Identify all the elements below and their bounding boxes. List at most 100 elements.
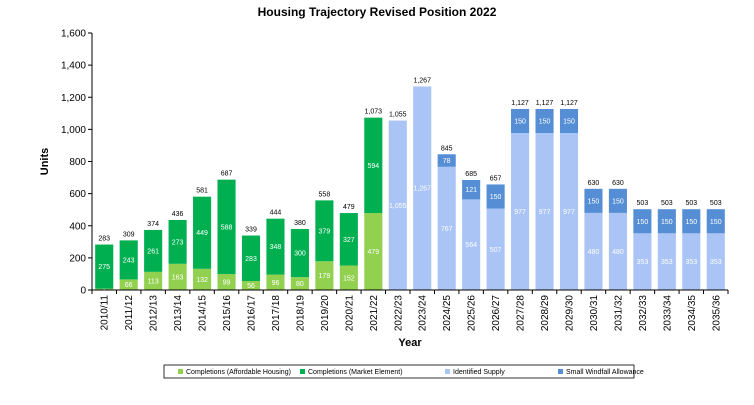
bar-total-label: 1,127 — [536, 100, 554, 107]
bar-data-label: 96 — [272, 280, 280, 287]
legend-swatch — [445, 369, 450, 374]
x-tick-label: 2024/25 — [442, 295, 453, 332]
x-tick-label: 2026/27 — [491, 295, 502, 332]
bar-data-label: 150 — [514, 119, 526, 126]
bar-segment — [633, 233, 652, 290]
bar-total-label: 436 — [172, 211, 184, 218]
bar-segment — [241, 281, 261, 290]
x-tick-label: 2029/30 — [565, 295, 576, 332]
y-tick-label: 400 — [69, 221, 86, 232]
bar-segment — [584, 212, 603, 290]
bar-segment — [559, 133, 579, 290]
legend-box — [163, 364, 635, 379]
bar-segment — [266, 274, 285, 290]
chart-title: Housing Trajectory Revised Position 2022 — [258, 5, 497, 19]
bar-segment — [241, 235, 261, 282]
bar-segment — [682, 233, 701, 290]
y-tick-label: 200 — [69, 253, 86, 264]
bar-segment — [144, 271, 163, 290]
bar-data-label: 132 — [196, 277, 208, 284]
bar-segment — [364, 213, 383, 290]
y-tick-label: 600 — [69, 189, 86, 200]
bar-segment — [437, 166, 456, 290]
bar-data-label: 348 — [270, 244, 282, 251]
x-tick-label: 2033/34 — [662, 295, 673, 332]
bar-segment — [144, 229, 163, 272]
bar-total-label: 503 — [685, 200, 697, 207]
bar-segment — [339, 265, 358, 290]
bar-total-label: 581 — [196, 188, 208, 195]
bar-total-label: 1,055 — [389, 112, 407, 119]
x-tick-label: 2015/16 — [222, 295, 233, 332]
bar-data-label: 507 — [490, 247, 502, 254]
x-tick-label: 2019/20 — [320, 295, 331, 332]
x-tick-label: 2016/17 — [247, 295, 258, 332]
bar-total-label: 1,267 — [413, 77, 431, 84]
legend-entry: Completions (Market Element) — [308, 369, 403, 376]
bar-segment — [193, 268, 212, 290]
bar-total-label: 558 — [319, 191, 331, 198]
bar-stacks: 8275283662433091132613741632734361324495… — [95, 77, 725, 294]
bar-segment — [388, 120, 407, 291]
bar-segment — [290, 277, 309, 290]
bar-data-label: 449 — [196, 230, 208, 237]
bar-data-label: 379 — [319, 228, 331, 235]
x-axis-ticks: 2010/11 2011/12 2012/13 2013/14 2014/15 2015/… — [91, 290, 729, 332]
y-tick-label: 1,400 — [61, 61, 86, 72]
bar-data-label: 150 — [612, 198, 624, 205]
legend-entry: Identified Supply — [453, 369, 505, 376]
bar-data-label: 327 — [343, 237, 355, 244]
bar-data-label: 564 — [465, 242, 477, 249]
bar-data-label: 480 — [612, 249, 624, 256]
bar-segment — [217, 274, 236, 290]
bar-data-label: 150 — [490, 194, 502, 201]
bar-data-label: 275 — [98, 264, 110, 271]
bar-segment — [608, 188, 627, 213]
bar-segment — [437, 154, 456, 167]
y-axis-title: Units — [39, 148, 51, 176]
x-tick-label: 2011/12 — [124, 295, 135, 331]
x-tick-label: 2025/26 — [467, 295, 478, 332]
bar-total-label: 630 — [612, 180, 624, 187]
y-tick-label: 0 — [80, 286, 86, 297]
bar-total-label: 283 — [98, 236, 110, 243]
bar-segment — [657, 209, 676, 234]
bar-data-label: 977 — [539, 209, 551, 216]
bar-data-label: 353 — [710, 259, 722, 266]
bar-total-label: 1,127 — [560, 100, 578, 107]
legend-swatch — [178, 369, 183, 374]
bar-data-label: 121 — [465, 187, 477, 194]
bar-data-label: 283 — [245, 256, 257, 263]
bar-total-label: 479 — [343, 204, 355, 211]
bar-segment — [364, 117, 383, 214]
bar-data-label: 150 — [637, 219, 649, 226]
bar-segment — [339, 213, 358, 266]
x-tick-label: 2013/14 — [173, 295, 184, 332]
bar-data-label: 353 — [685, 259, 697, 266]
bar-data-label: 767 — [441, 226, 453, 233]
bar-data-label: 56 — [247, 283, 255, 290]
bar-segment — [706, 209, 725, 234]
bar-segment — [95, 288, 114, 290]
bar-data-label: 152 — [343, 275, 355, 282]
bar-data-label: 261 — [147, 248, 159, 255]
bar-segment — [290, 228, 309, 278]
bar-data-label: 150 — [710, 219, 722, 226]
bar-data-label: 1,055 — [389, 203, 407, 210]
legend-swatch — [300, 369, 305, 374]
bar-data-label: 150 — [661, 219, 673, 226]
x-tick-label: 2034/35 — [687, 295, 698, 332]
bar-segment — [511, 133, 530, 290]
bar-segment — [682, 209, 701, 234]
bar-data-label: 353 — [661, 259, 673, 266]
bar-data-label: 179 — [319, 273, 331, 280]
x-tick-label: 2022/23 — [393, 295, 404, 332]
bar-segment — [486, 184, 505, 209]
y-tick-label: 1,200 — [61, 93, 86, 104]
bar-total-label: 1,127 — [511, 100, 529, 107]
bar-data-label: 479 — [367, 249, 379, 256]
x-axis-title: Year — [398, 337, 422, 349]
bar-segment — [535, 108, 554, 134]
x-tick-label: 2014/15 — [198, 295, 209, 332]
